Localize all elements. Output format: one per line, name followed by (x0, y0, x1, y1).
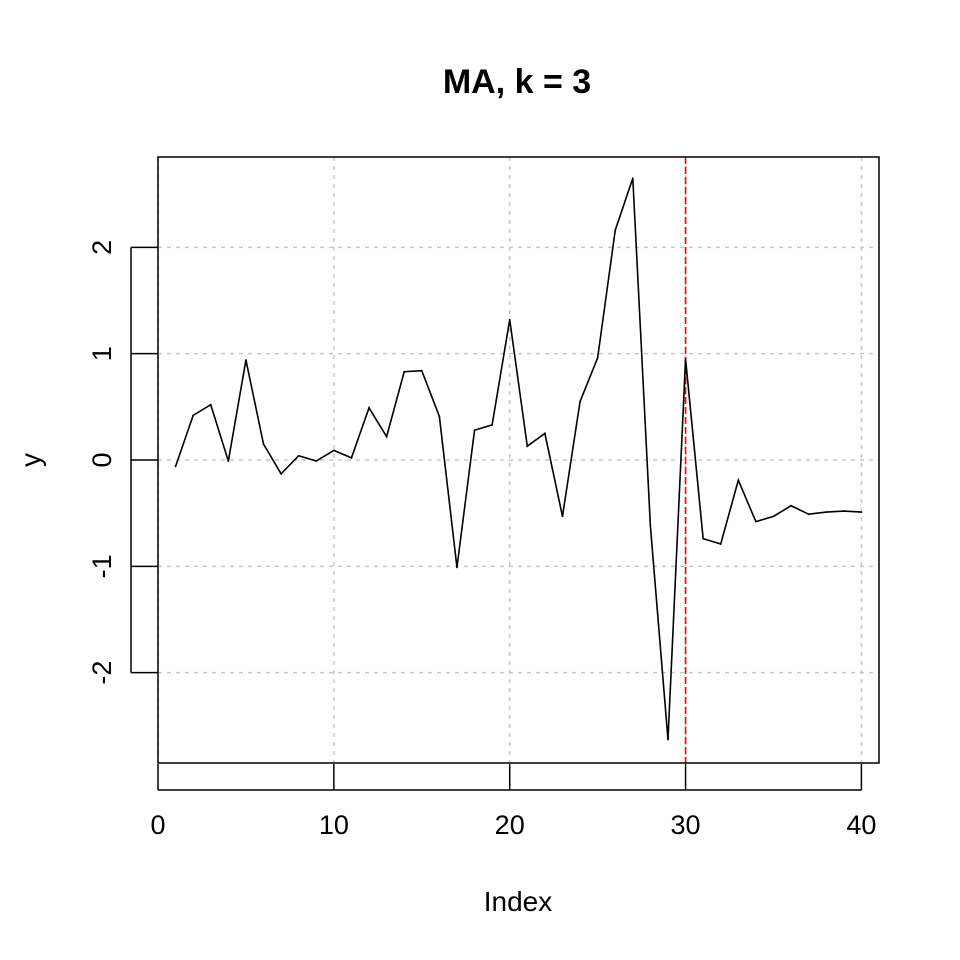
data-point (526, 445, 529, 448)
y-tick-label: -2 (87, 661, 117, 685)
data-point (332, 449, 335, 452)
x-axis: 0 10 20 30 40 (150, 764, 876, 840)
data-point (596, 357, 599, 359)
data-point (350, 456, 353, 459)
data-point (456, 566, 458, 569)
data-point (209, 403, 212, 406)
x-tick-label: 0 (150, 810, 165, 840)
data-point (473, 429, 476, 432)
grid (157, 157, 879, 763)
data-point (297, 454, 300, 457)
data-point (368, 407, 370, 409)
data-point (842, 510, 845, 512)
data-point (807, 513, 810, 516)
data-point (227, 460, 230, 462)
data-point (385, 435, 388, 438)
data-point (667, 738, 669, 741)
data-point (491, 424, 494, 426)
data-point (192, 414, 195, 417)
data-point (174, 465, 177, 468)
x-tick-label: 20 (495, 810, 525, 840)
data-point (702, 537, 705, 540)
data-point (420, 369, 423, 372)
data-point (438, 415, 441, 418)
y-tick-label: -1 (87, 554, 117, 578)
y-axis: -2 -1 0 1 2 (87, 240, 158, 685)
data-point (614, 229, 617, 232)
data-points (174, 177, 863, 741)
data-point (561, 515, 564, 518)
data-point (860, 511, 863, 513)
data-point (737, 479, 740, 482)
data-point (315, 460, 318, 462)
data-point (262, 443, 265, 445)
chart-title: MA, k = 3 (443, 63, 591, 101)
data-point (280, 472, 282, 475)
series-line (174, 178, 862, 740)
data-point (403, 370, 406, 373)
data-point (579, 400, 581, 403)
data-point (631, 177, 634, 180)
y-tick-label: 1 (87, 346, 117, 361)
data-point (790, 504, 792, 507)
x-tick-label: 30 (671, 810, 701, 840)
data-point (543, 432, 546, 435)
data-point (649, 525, 652, 527)
data-point (684, 358, 687, 360)
data-point (825, 511, 828, 513)
y-tick-label: 0 (87, 452, 117, 467)
data-point (755, 520, 757, 523)
data-point (772, 515, 775, 518)
data-point (245, 359, 247, 361)
data-point (719, 543, 722, 545)
x-tick-label: 40 (846, 810, 876, 840)
y-tick-label: 2 (87, 240, 117, 255)
y-axis-label: y (15, 453, 46, 467)
data-point (508, 318, 511, 321)
x-tick-label: 10 (319, 810, 349, 840)
x-axis-label: Index (484, 886, 553, 917)
